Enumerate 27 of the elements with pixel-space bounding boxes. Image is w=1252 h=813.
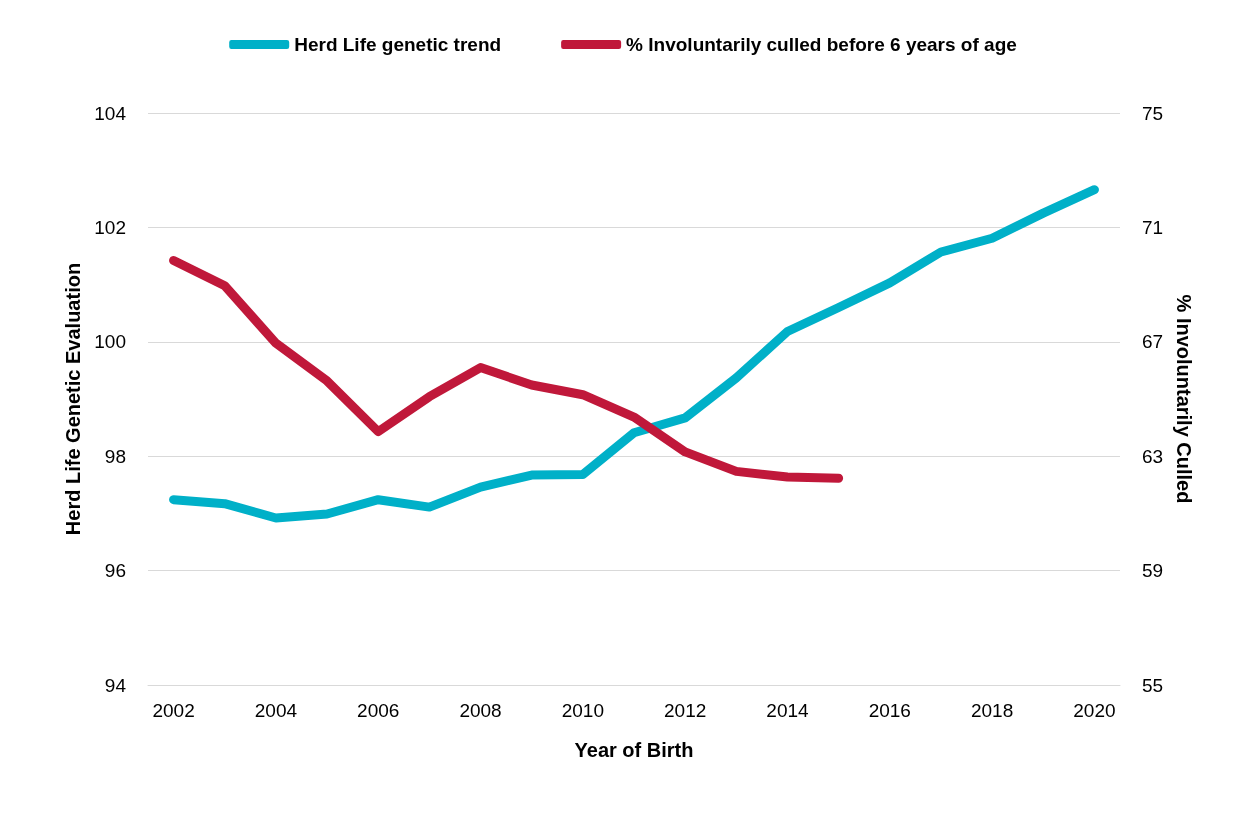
y-tick-label: 94 — [104, 674, 127, 696]
y2-tick-label: 75 — [1142, 102, 1164, 124]
y2-axis-title: % Involuntarily Culled — [1173, 294, 1196, 504]
legend-label: Herd Life genetic trend — [294, 34, 502, 55]
y2-tick-label: 59 — [1142, 560, 1164, 582]
x-tick-label: 2018 — [970, 700, 1014, 721]
y-tick-label: 98 — [104, 445, 126, 467]
x-tick-label: 2020 — [1073, 700, 1116, 721]
y-tick-label: 104 — [94, 102, 127, 124]
x-tick-label: 2008 — [459, 700, 502, 721]
x-tick-label: 2004 — [254, 700, 298, 721]
x-tick-label: 2002 — [152, 700, 195, 721]
y2-tick-label: 63 — [1142, 445, 1164, 467]
legend-label: % Involuntarily culled before 6 years of age — [626, 34, 1017, 55]
x-tick-label: 2006 — [357, 700, 400, 721]
y2-tick-label: 67 — [1142, 331, 1164, 353]
x-tick-label: 2014 — [766, 700, 810, 721]
x-tick-label: 2016 — [868, 700, 911, 721]
y2-tick-label: 71 — [1142, 216, 1164, 238]
y-tick-label: 96 — [104, 560, 126, 582]
x-tick-label: 2010 — [561, 700, 604, 721]
y-tick-label: 100 — [94, 331, 126, 353]
x-tick-label: 2012 — [664, 700, 707, 721]
y2-tick-label: 55 — [1142, 674, 1164, 696]
y-tick-label: 102 — [94, 216, 126, 238]
x-axis-title: Year of Birth — [574, 739, 694, 761]
y-axis-title: Herd Life Genetic Evaluation — [62, 262, 85, 536]
